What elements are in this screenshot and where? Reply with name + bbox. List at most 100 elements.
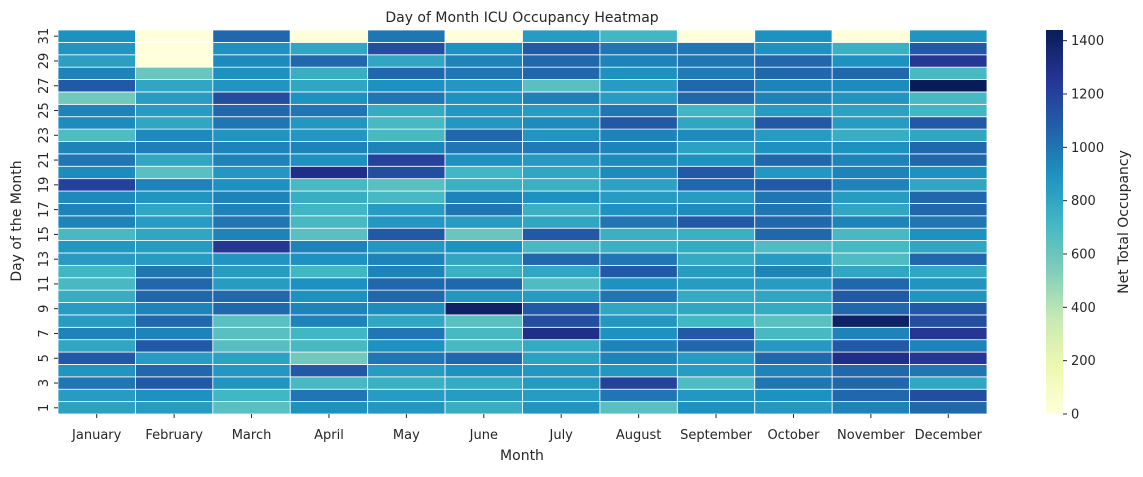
heatmap-cell [367, 128, 446, 142]
heatmap-cell [599, 326, 678, 341]
heatmap-cell [754, 128, 833, 142]
heatmap-cell [367, 401, 446, 415]
heatmap-cell [57, 66, 136, 80]
heatmap-cell [676, 116, 756, 130]
heatmap-cell [599, 302, 678, 316]
heatmap-cell [289, 165, 369, 180]
heatmap-cell [522, 252, 601, 266]
heatmap-cell [444, 41, 523, 56]
heatmap-cell [135, 190, 214, 204]
heatmap-cell [444, 79, 523, 93]
heatmap-cells [57, 29, 988, 415]
heatmap-cell [676, 388, 756, 403]
heatmap-cell [754, 165, 833, 180]
heatmap-cell [367, 240, 446, 254]
heatmap-cell [831, 103, 910, 118]
heatmap-cell [909, 401, 988, 415]
heatmap-cell [676, 91, 756, 105]
heatmap-cell [289, 215, 369, 229]
heatmap-cell [599, 351, 678, 365]
heatmap-cell [57, 302, 136, 316]
heatmap-cell [367, 314, 446, 328]
heatmap-cell [909, 388, 988, 403]
heatmap-cell [135, 79, 214, 93]
heatmap-cell [444, 203, 523, 217]
heatmap-cell [212, 116, 291, 130]
heatmap-cell [909, 153, 988, 167]
heatmap-cell [135, 252, 214, 266]
heatmap-cell [676, 103, 756, 118]
x-tick-label: August [616, 428, 662, 443]
heatmap-cell [212, 66, 291, 80]
x-tick-label: July [549, 428, 574, 443]
heatmap-cell [909, 351, 988, 365]
x-tick-label: April [314, 428, 344, 443]
heatmap-cell [599, 54, 678, 68]
heatmap-cell [909, 128, 988, 142]
heatmap-cell [289, 277, 369, 291]
heatmap-cell [289, 302, 369, 316]
heatmap-cell [289, 153, 369, 167]
heatmap-cell [212, 326, 291, 341]
heatmap-cell [289, 79, 369, 93]
heatmap-cell [212, 215, 291, 229]
heatmap-cell [367, 326, 446, 341]
heatmap-cell [289, 128, 369, 142]
heatmap-cell [367, 388, 446, 403]
y-tick-label: 9 [37, 305, 52, 313]
heatmap-cell [212, 41, 291, 56]
heatmap-cell [831, 66, 910, 80]
heatmap-cell [522, 41, 601, 56]
heatmap-cell [522, 227, 601, 241]
chart-title: Day of Month ICU Occupancy Heatmap [385, 10, 658, 26]
heatmap-cell [676, 401, 756, 415]
heatmap-cell [676, 190, 756, 204]
heatmap-cell [212, 128, 291, 142]
heatmap-cell [676, 215, 756, 229]
y-tick-label: 5 [37, 354, 52, 362]
heatmap-cell [522, 240, 601, 254]
heatmap-cell [831, 351, 910, 365]
heatmap-cell [444, 264, 523, 279]
heatmap-cell [599, 240, 678, 254]
heatmap-cell [367, 215, 446, 229]
heatmap-cell [522, 91, 601, 105]
x-tick-label: January [71, 428, 122, 443]
heatmap-cell [909, 215, 988, 229]
heatmap-cell [444, 227, 523, 241]
heatmap-cell [599, 401, 678, 415]
heatmap-cell [212, 153, 291, 167]
heatmap-cell [599, 29, 678, 43]
heatmap-cell [909, 79, 988, 93]
heatmap-cell [367, 339, 446, 353]
heatmap-cell [135, 29, 214, 43]
heatmap-cell [522, 141, 601, 155]
heatmap-cell [212, 29, 291, 43]
heatmap-cell [522, 153, 601, 167]
heatmap-cell [909, 376, 988, 390]
heatmap-cell [289, 401, 369, 415]
heatmap-cell [367, 153, 446, 167]
heatmap-cell [831, 252, 910, 266]
heatmap-cell [831, 178, 910, 192]
heatmap-cell [599, 91, 678, 105]
heatmap-cell [831, 153, 910, 167]
heatmap-cell [444, 277, 523, 291]
heatmap-cell [444, 388, 523, 403]
heatmap-cell [367, 252, 446, 266]
heatmap-cell [212, 388, 291, 403]
heatmap-cell [289, 41, 369, 56]
heatmap-cell [522, 116, 601, 130]
heatmap-cell [289, 314, 369, 328]
heatmap-cell [522, 401, 601, 415]
heatmap-cell [289, 178, 369, 192]
heatmap-cell [599, 41, 678, 56]
heatmap-cell [522, 351, 601, 365]
heatmap-cell [367, 376, 446, 390]
heatmap-cell [212, 165, 291, 180]
heatmap-cell [444, 54, 523, 68]
heatmap-cell [599, 388, 678, 403]
heatmap-cell [754, 277, 833, 291]
heatmap-cell [367, 277, 446, 291]
